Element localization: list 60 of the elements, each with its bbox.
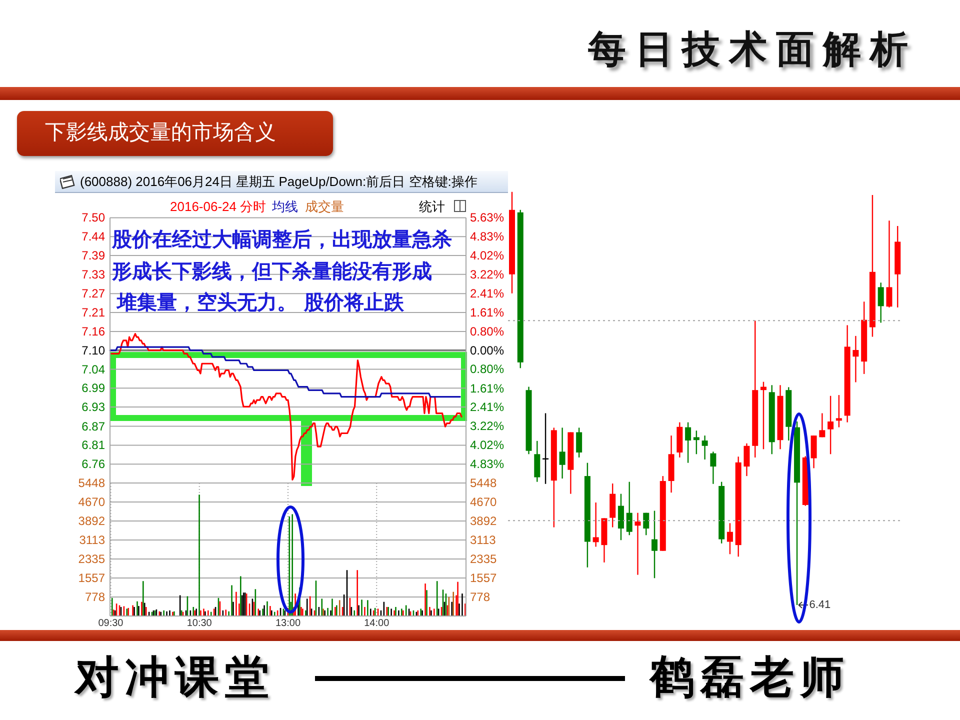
y-tick-label: 3113 <box>79 533 106 548</box>
y2-tick-label: 3.22% <box>470 267 504 282</box>
y-tick-label: 6.87 <box>82 419 106 434</box>
annotation: 股价在经过大幅调整后，出现放量急杀 <box>112 227 452 251</box>
y2-tick-label: 4.83% <box>470 457 504 472</box>
y-tick-label: 7.33 <box>82 267 106 282</box>
chart-title: 每日技术面解析 <box>588 26 917 71</box>
y-tick-label: 2335 <box>78 552 106 566</box>
annotation: 形成长下影线，但下杀量能没有形成 <box>112 259 432 283</box>
x-tick-label: 09:30 <box>98 618 124 629</box>
x-tick-label: 10:30 <box>186 618 212 629</box>
y2-tick-label: 5448 <box>470 476 498 490</box>
y2-tick-label: 3892 <box>470 514 498 528</box>
y2-tick-label: 1.61% <box>470 305 504 320</box>
text: 2016-06-24 分时 <box>170 199 266 214</box>
y-tick-label: 7.10 <box>82 343 106 358</box>
y-tick-label: 3892 <box>78 514 106 528</box>
text: 成交量 <box>305 199 344 214</box>
y2-tick-label: 2335 <box>470 552 498 566</box>
heading-box: 下影线成交量的市场含义 <box>17 111 333 156</box>
y-tick-label: 7.04 <box>82 362 106 376</box>
y-tick-label: 6.99 <box>82 381 106 396</box>
y-tick-label: 7.27 <box>82 286 106 301</box>
y2-tick-label: 3.22% <box>470 419 504 434</box>
annotation: 堆集量，空头无力。 股价将止跌 <box>117 290 404 314</box>
y-tick-label: 7.44 <box>82 230 106 244</box>
y2-tick-label: 3113 <box>470 533 496 548</box>
y2-tick-label: 4.02% <box>470 248 504 263</box>
y2-tick-label: 0.00% <box>470 343 504 358</box>
y2-tick-label: 4.83% <box>470 230 504 244</box>
y-tick-label: 7.50 <box>82 210 106 225</box>
text: 统计 <box>419 199 445 214</box>
y2-tick-label: 0.80% <box>470 324 504 338</box>
x-tick-label: 13:00 <box>275 618 301 629</box>
y2-tick-label: 0.80% <box>470 362 504 376</box>
y-tick-label: 6.76 <box>82 457 106 472</box>
y2-tick-label: 5.63% <box>470 210 504 225</box>
y2-tick-label: 778 <box>470 590 490 604</box>
y2-tick-label: 4670 <box>470 494 498 509</box>
y2-tick-label: 1557 <box>470 570 498 585</box>
x-tick-label: 14:00 <box>364 618 390 629</box>
y-tick-label: 1557 <box>78 570 106 585</box>
y-tick-label: 778 <box>84 590 106 604</box>
y2-tick-label: 2.41% <box>470 286 504 301</box>
y-tick-label: 6.81 <box>82 438 106 452</box>
text: 鹤磊老师 <box>650 652 850 703</box>
y2-tick-label: 1.61% <box>470 381 504 396</box>
y2-tick-label: 2.41% <box>470 400 504 414</box>
y-tick-label: 7.16 <box>82 324 106 338</box>
y2-tick-label: 4.02% <box>470 438 504 452</box>
text: (600888) 2016年06月24日 星期五 PageUp/Down:前后日 空格键:操作 <box>80 174 478 189</box>
text: 均线 <box>272 199 298 214</box>
annotation: 6.41 <box>809 599 831 611</box>
y-tick-label: 6.93 <box>82 400 106 414</box>
y-tick-label: 7.21 <box>82 306 106 320</box>
chart-title: 下影线成交量的市场含义 <box>45 121 276 144</box>
y-tick-label: 4670 <box>78 494 106 509</box>
y-tick-label: 7.39 <box>82 248 106 263</box>
y-tick-label: 5448 <box>78 476 106 490</box>
text: 对冲课堂 <box>75 652 275 703</box>
